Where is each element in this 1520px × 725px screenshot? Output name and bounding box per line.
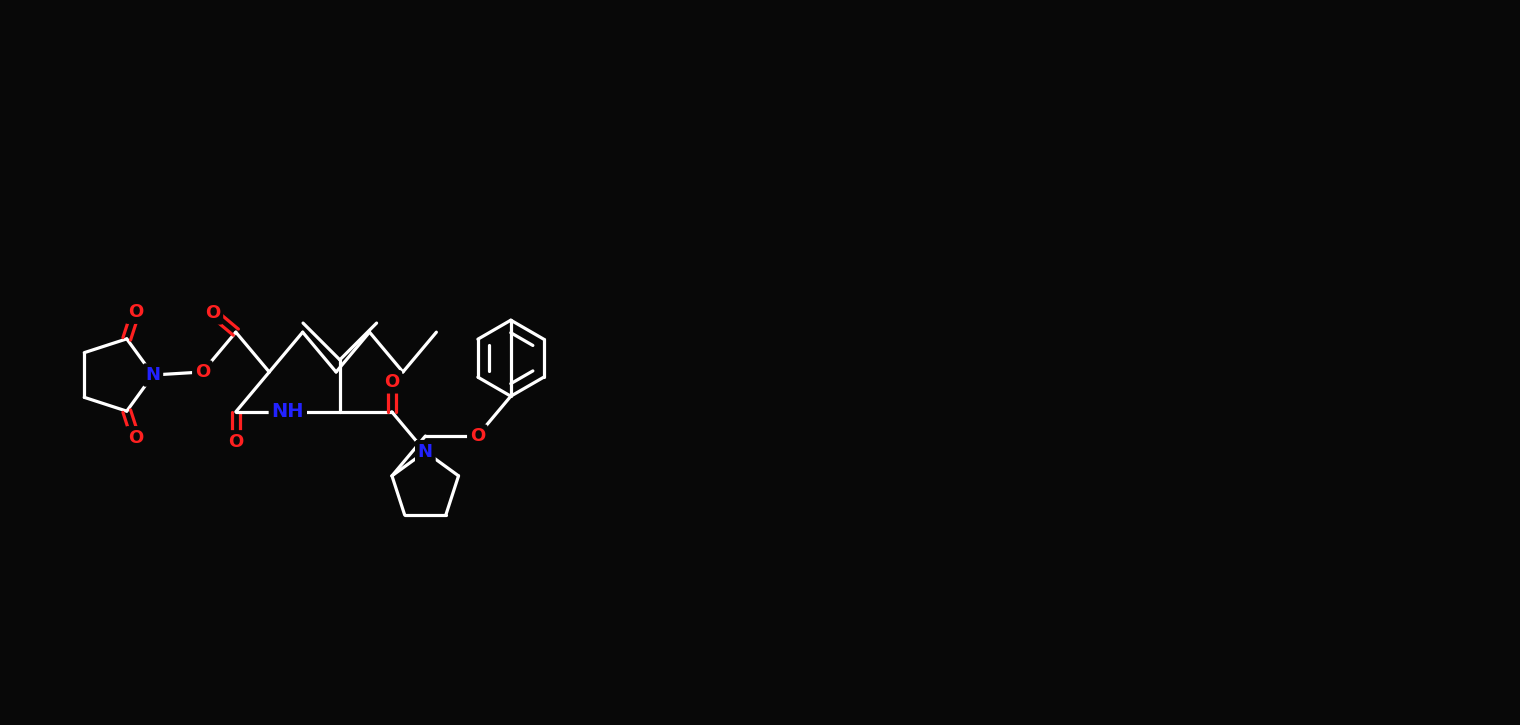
Text: O: O xyxy=(385,373,400,391)
Text: O: O xyxy=(205,304,220,322)
Text: N: N xyxy=(146,366,161,384)
Text: N: N xyxy=(418,443,433,460)
Text: O: O xyxy=(128,303,143,321)
Text: O: O xyxy=(128,428,143,447)
Text: O: O xyxy=(228,433,243,451)
Text: NH: NH xyxy=(272,402,304,421)
Text: O: O xyxy=(470,427,485,445)
Text: N: N xyxy=(418,443,433,460)
Text: O: O xyxy=(195,363,210,381)
